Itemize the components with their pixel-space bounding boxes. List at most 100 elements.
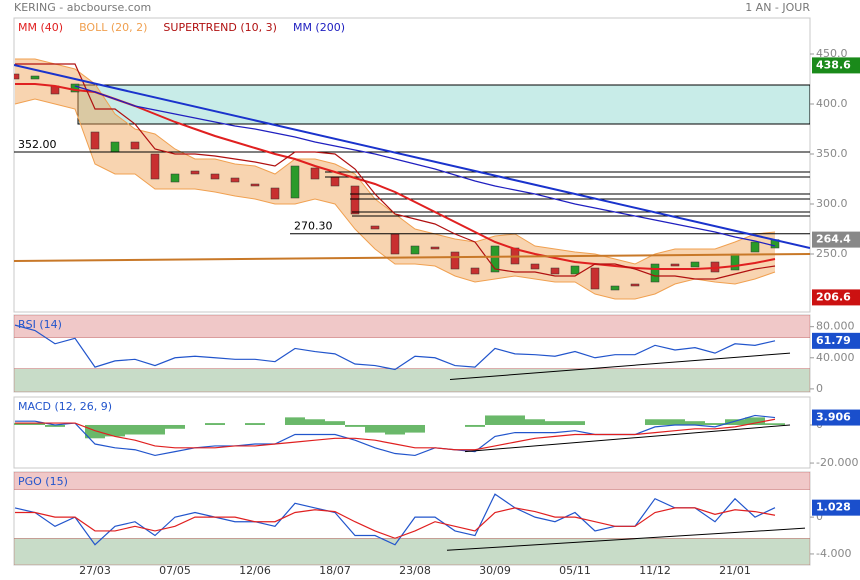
histogram-bar — [385, 424, 405, 435]
candle — [650, 263, 660, 283]
trend-line — [464, 424, 791, 453]
candle — [750, 241, 760, 253]
band-line — [14, 98, 776, 300]
panel-frame — [13, 17, 811, 313]
candle — [370, 225, 380, 230]
histogram-bar — [705, 423, 725, 425]
x-tick-label: 21/01 — [719, 564, 751, 577]
candle — [90, 131, 100, 150]
candle — [190, 170, 200, 175]
x-tick-label: 23/08 — [399, 564, 431, 577]
h-line-label: 270.30 — [294, 220, 333, 233]
series-line — [15, 414, 776, 457]
x-tick-label: 30/09 — [479, 564, 511, 577]
page-title: KERING - abcbourse.com — [14, 1, 151, 14]
histogram-bar — [365, 424, 385, 433]
candle — [350, 185, 360, 215]
period: 1 AN - JOUR — [745, 1, 810, 14]
trend-line — [14, 253, 810, 262]
x-tick-label: 07/05 — [159, 564, 191, 577]
last-label-box — [812, 409, 860, 426]
legend-entry: MACD (12, 26, 9) — [18, 400, 112, 413]
x-tick-label: 11/12 — [639, 564, 671, 577]
candle — [230, 177, 240, 183]
histogram-bar — [245, 423, 265, 425]
candle — [590, 267, 600, 290]
zone — [14, 315, 810, 338]
series-line — [15, 63, 776, 280]
candle — [110, 141, 120, 153]
y-tick-label: 0 — [816, 510, 823, 523]
histogram-bar — [525, 419, 545, 425]
candle — [470, 267, 480, 275]
y-tick-label: 450.0 — [816, 47, 848, 60]
histogram-bar — [14, 423, 25, 425]
histogram-bar — [645, 419, 665, 425]
last-label-box — [812, 499, 860, 516]
x-tick-label: 27/03 — [79, 564, 111, 577]
last-label-box — [812, 289, 860, 306]
candle — [630, 283, 640, 287]
histogram-bar — [725, 419, 745, 425]
candle — [490, 245, 500, 273]
last-label-box — [812, 57, 860, 74]
histogram-bar — [685, 421, 705, 425]
legend-entry: MM (200) — [293, 21, 345, 34]
y-tick-label: 300.0 — [816, 197, 848, 210]
y-tick-label: -4.000 — [816, 547, 851, 560]
candle — [390, 233, 400, 255]
candle — [150, 153, 160, 180]
candle — [430, 246, 440, 250]
histogram-bar — [465, 424, 485, 427]
candle — [270, 187, 280, 200]
last-label-box — [812, 231, 860, 248]
candle — [570, 265, 580, 275]
legend-entry: RSI (14) — [18, 318, 62, 331]
x-tick-label: 18/07 — [319, 564, 351, 577]
series-line — [15, 418, 776, 451]
price-zone — [77, 84, 810, 125]
histogram-bar — [165, 424, 185, 429]
candle — [450, 251, 460, 270]
histogram-bar — [505, 415, 525, 425]
candle — [330, 176, 340, 187]
histogram-bar — [25, 423, 45, 425]
y-tick-label: 40.000 — [816, 351, 855, 364]
histogram-bar — [45, 424, 65, 427]
panel — [14, 315, 810, 392]
candle — [250, 183, 260, 187]
series-line — [15, 507, 776, 539]
last-label: 3.906 — [816, 411, 851, 424]
y-tick-label: 0 — [816, 382, 823, 395]
candle — [610, 285, 620, 291]
legend-entry: BOLL (20, 2) — [79, 21, 147, 34]
candle — [530, 263, 540, 270]
h-line-label: 352.00 — [18, 138, 57, 151]
candle — [730, 253, 740, 271]
series-line — [14, 324, 776, 371]
candle — [410, 245, 420, 255]
candle — [690, 261, 700, 268]
histogram-bar — [305, 419, 325, 425]
candle — [170, 173, 180, 183]
candle — [550, 267, 560, 275]
candle — [14, 73, 20, 80]
histogram-bar — [325, 421, 345, 425]
histogram-bar — [125, 424, 145, 435]
trend-line — [446, 527, 806, 551]
legend-entry: PGO (15) — [18, 475, 68, 488]
candle — [130, 141, 140, 150]
trend-line — [449, 352, 791, 381]
panel — [14, 414, 791, 457]
zone — [14, 368, 810, 392]
histogram-bar — [745, 417, 765, 425]
candle — [30, 75, 40, 80]
last-label: 264.4 — [816, 233, 851, 246]
legend-entry: SUPERTREND (10, 3) — [163, 21, 277, 34]
candle — [70, 83, 80, 93]
histogram-bar — [145, 424, 165, 435]
x-tick-label: 12/06 — [239, 564, 271, 577]
candle — [210, 173, 220, 180]
candle — [670, 263, 680, 267]
